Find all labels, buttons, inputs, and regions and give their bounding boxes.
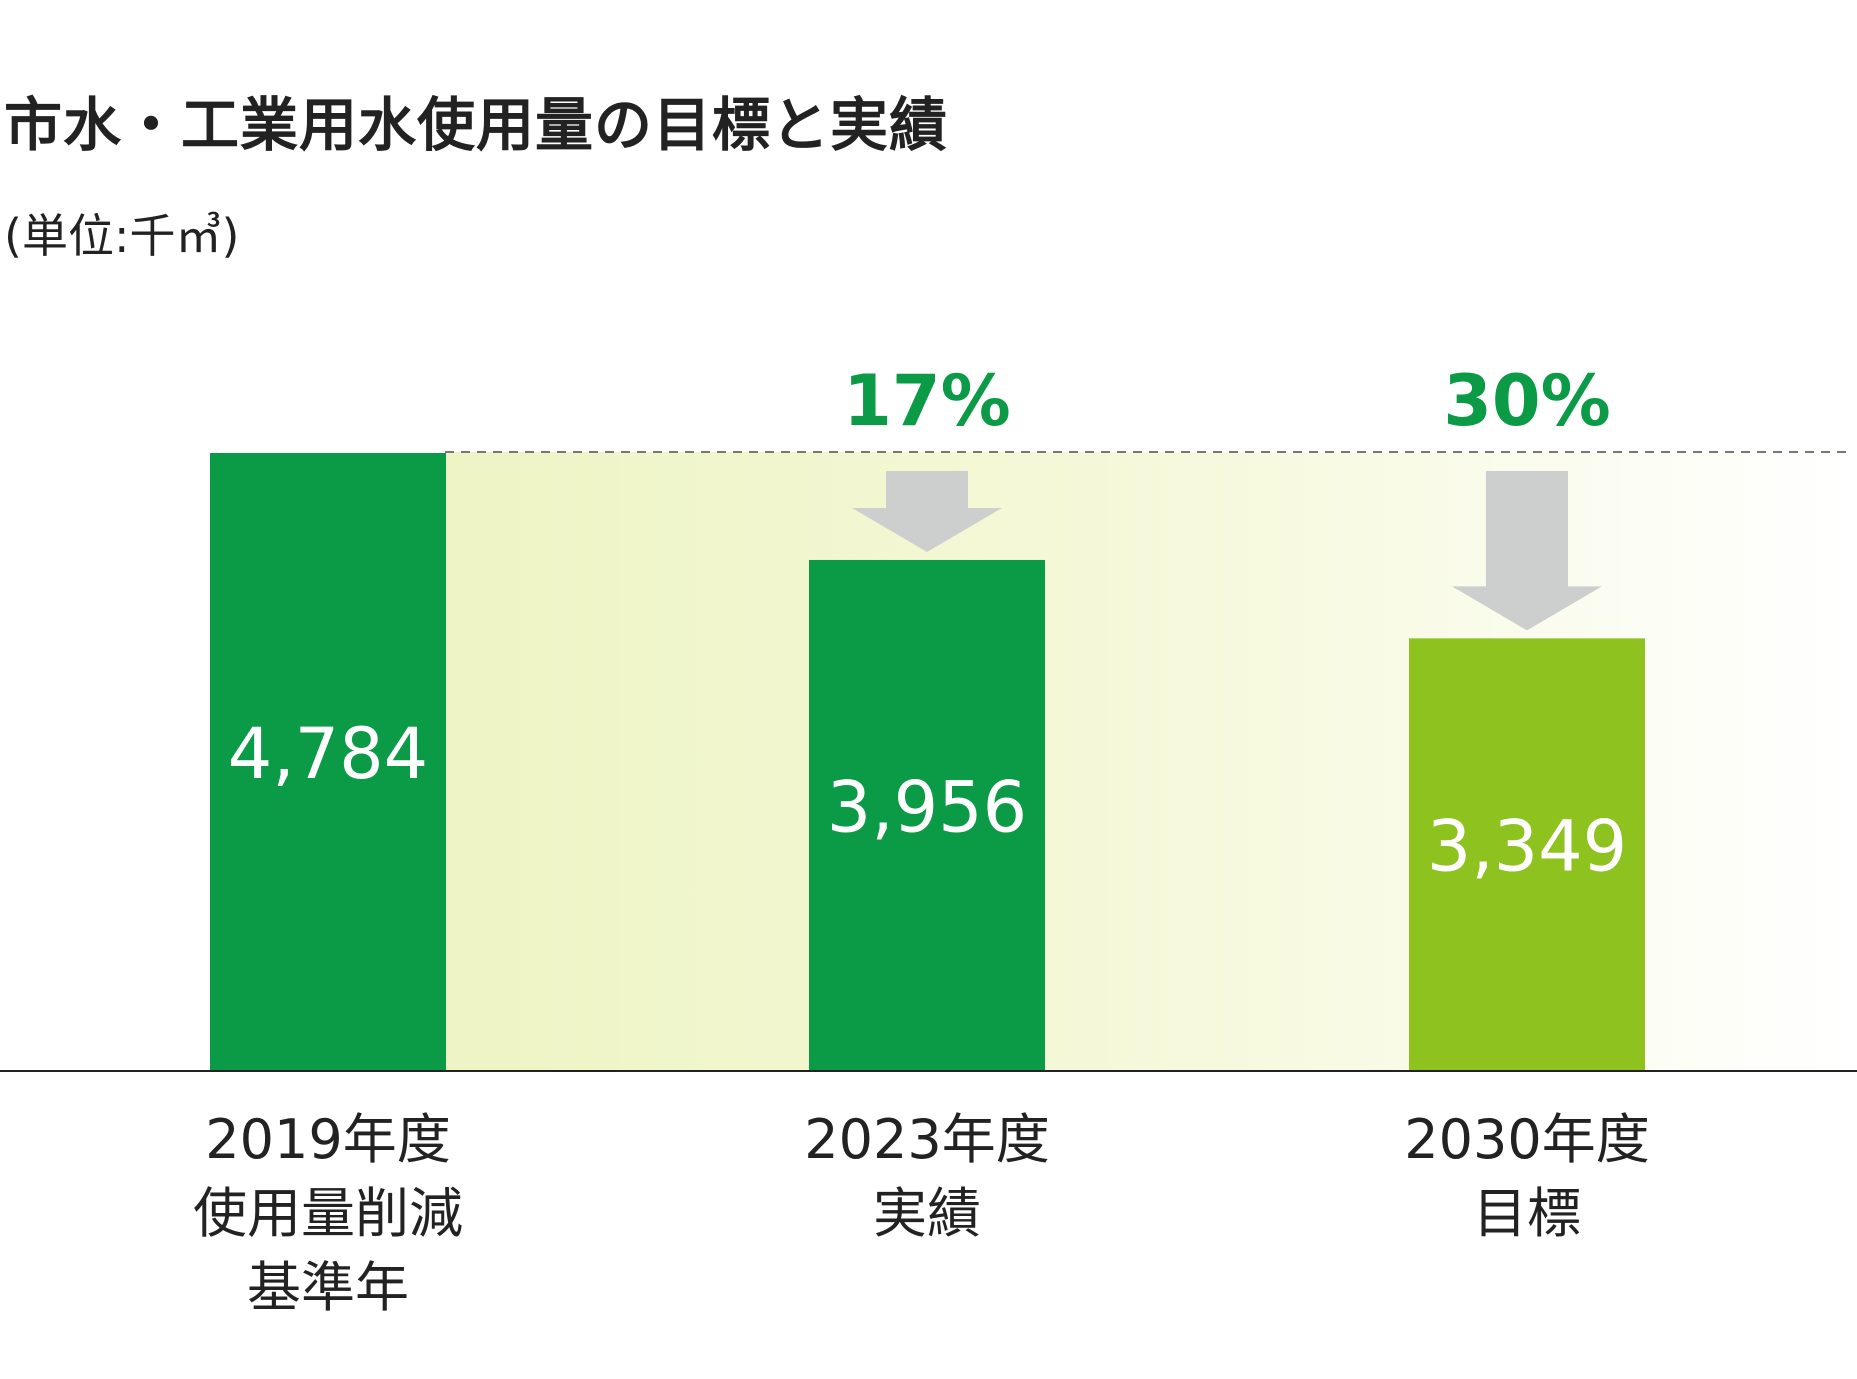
reduction-label-2: 30%: [1443, 360, 1611, 442]
value-label-2: 3,349: [1427, 806, 1627, 888]
x-tick-label-1-0: 2023年度: [804, 1108, 1049, 1171]
chart-title: 市水・工業用水使用量の目標と実績: [4, 91, 949, 159]
value-label-0: 4,784: [228, 713, 428, 795]
reduction-arrow-2: [1452, 471, 1602, 631]
x-tick-label-0-2: 基準年: [247, 1256, 409, 1319]
bar-2: [1409, 638, 1645, 1071]
x-tick-label-2-0: 2030年度: [1404, 1108, 1649, 1171]
reduction-arrow-1: [852, 471, 1002, 552]
value-label-1: 3,956: [827, 767, 1027, 849]
unit-label: (単位:千㎥): [4, 209, 240, 263]
reduction-label-1: 17%: [843, 360, 1011, 442]
x-tick-label-1-1: 実績: [873, 1182, 981, 1245]
x-tick-label-0-0: 2019年度: [205, 1108, 450, 1171]
x-tick-label-2-1: 目標: [1473, 1182, 1581, 1245]
bar-0: [210, 453, 446, 1071]
x-tick-label-0-1: 使用量削減: [193, 1182, 463, 1245]
bar-1: [809, 559, 1045, 1071]
